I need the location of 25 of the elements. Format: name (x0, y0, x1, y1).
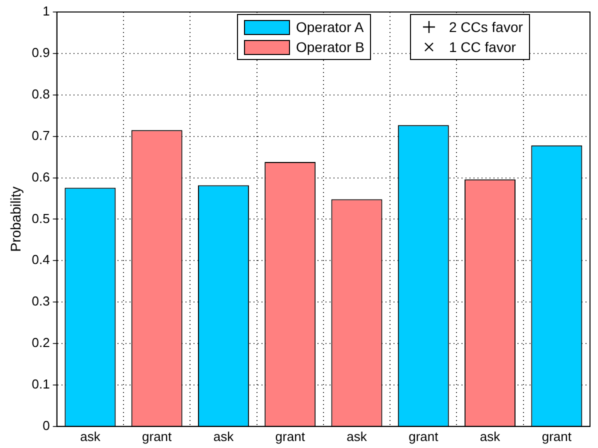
y-tick-label: 0.2 (32, 335, 50, 350)
x-tick-label: grant (408, 428, 439, 444)
y-tick-label: 0.5 (32, 210, 50, 226)
annotation: 2 CCs favor (449, 19, 523, 35)
y-tick-label: 0.7 (32, 128, 50, 143)
x-tick-label: ask (80, 428, 101, 444)
legend-label: Operator B (296, 39, 364, 55)
annotation: 1 CC favor (449, 39, 516, 55)
x-tick-label: ask (213, 428, 234, 444)
y-tick-label: 0.6 (32, 169, 50, 184)
symbol-key: 2 CCs favor 1 CC favor (410, 14, 530, 60)
y-tick-label: 0.9 (32, 45, 50, 60)
y-tick-label: 0.3 (32, 294, 50, 309)
y-tick-label: 0.1 (32, 376, 50, 392)
y-tick-label: 0.8 (32, 86, 50, 102)
legend-label: Operator A (296, 19, 364, 35)
x-tick-label: grant (275, 428, 306, 444)
x-tick-label: ask (480, 428, 501, 444)
y-tick-label: 0 (42, 418, 50, 433)
y-tick-label: 1 (42, 4, 50, 19)
y-tick-label: 0.4 (32, 252, 50, 268)
x-tick-label: grant (542, 428, 572, 444)
y-axis-title: Probability (7, 186, 24, 252)
x-tick-label: ask (346, 428, 368, 444)
x-tick-label: grant (142, 428, 172, 444)
